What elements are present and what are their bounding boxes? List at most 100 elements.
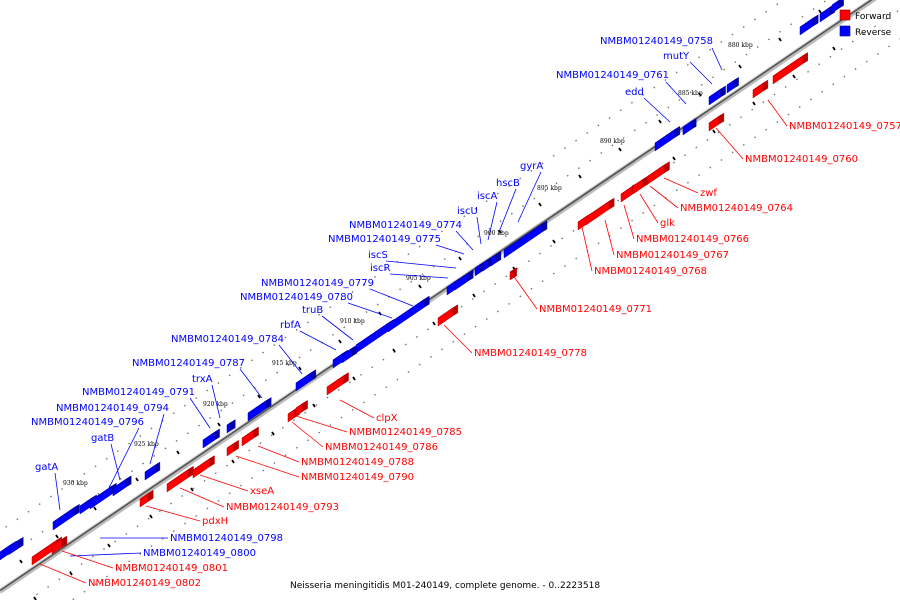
forward-gene[interactable]: [708, 112, 725, 132]
track-tick-mark: [352, 376, 356, 381]
reverse-gene-label[interactable]: NMBM01240149_0791: [82, 387, 195, 398]
reverse-gene-label[interactable]: gyrA: [520, 161, 543, 172]
reverse-gene-label[interactable]: NMBM01240149_0779: [261, 278, 374, 289]
reverse-gene-label[interactable]: gatB: [91, 433, 114, 444]
forward-gene-label[interactable]: NMBM01240149_0778: [474, 348, 587, 359]
forward-gene[interactable]: [295, 400, 308, 417]
reverse-gene-label[interactable]: iscA: [477, 191, 497, 202]
forward-gene-label[interactable]: NMBM01240149_0802: [88, 578, 201, 589]
kbp-tick-label: 925 kbp: [134, 441, 159, 448]
leader-line: [211, 384, 221, 419]
reverse-gene[interactable]: [89, 483, 117, 510]
forward-gene-label[interactable]: clpX: [376, 413, 398, 424]
reverse-gene[interactable]: [341, 344, 358, 364]
reverse-gene[interactable]: [708, 85, 726, 106]
reverse-gene-label[interactable]: NMBM01240149_0787: [132, 358, 245, 369]
reverse-gene-label[interactable]: iscR: [370, 263, 390, 274]
forward-gene[interactable]: [226, 440, 239, 457]
reverse-gene[interactable]: [831, 0, 844, 14]
reverse-gene-label[interactable]: NMBM01240149_0794: [56, 403, 169, 414]
forward-gene[interactable]: [509, 267, 517, 281]
leader-line: [291, 421, 324, 448]
forward-gene[interactable]: [326, 372, 349, 396]
reverse-gene[interactable]: [144, 461, 161, 481]
forward-gene[interactable]: [772, 52, 808, 85]
forward-gene-label[interactable]: NMBM01240149_0768: [594, 266, 707, 277]
forward-gene-label[interactable]: NMBM01240149_0801: [115, 563, 228, 574]
reverse-gene-label[interactable]: iscU: [457, 206, 478, 217]
reverse-gene[interactable]: [454, 269, 474, 291]
track-tick-mark: [818, 9, 822, 14]
reverse-gene[interactable]: [247, 397, 272, 422]
reverse-gene-label[interactable]: NMBM01240149_0774: [349, 220, 462, 231]
forward-gene[interactable]: [437, 304, 459, 327]
forward-gene[interactable]: [632, 175, 649, 195]
forward-gene-label[interactable]: NMBM01240149_0793: [226, 502, 339, 513]
leader-line: [199, 474, 249, 492]
track-tick-mark: [257, 394, 261, 399]
reverse-gene[interactable]: [726, 77, 739, 94]
leader-line: [639, 193, 659, 224]
leader-line: [149, 413, 165, 465]
kbp-tick-label: 885 kbp: [678, 90, 703, 97]
leader-line: [347, 302, 393, 319]
reverse-gene[interactable]: [490, 251, 502, 267]
forward-gene[interactable]: [139, 490, 154, 508]
forward-gene[interactable]: [241, 426, 259, 447]
forward-gene[interactable]: [192, 455, 215, 479]
reverse-gene[interactable]: [112, 475, 132, 497]
reverse-gene[interactable]: [387, 295, 430, 333]
reverse-gene-label[interactable]: gatA: [35, 462, 58, 473]
forward-gene-label[interactable]: NMBM01240149_0788: [301, 457, 414, 468]
reverse-gene[interactable]: [295, 369, 317, 392]
reverse-gene[interactable]: [52, 504, 80, 531]
reverse-gene-label[interactable]: NMBM01240149_0796: [31, 417, 144, 428]
reverse-gene-label[interactable]: NMBM01240149_0761: [556, 70, 669, 81]
reverse-gene-label[interactable]: rbfA: [280, 320, 301, 331]
forward-gene[interactable]: [585, 197, 615, 226]
forward-gene-label[interactable]: pdxH: [202, 516, 228, 527]
forward-gene-label[interactable]: NMBM01240149_0767: [616, 250, 729, 261]
forward-gene-label[interactable]: NMBM01240149_0760: [745, 154, 858, 165]
reverse-gene-label[interactable]: mutY: [663, 51, 690, 62]
forward-gene[interactable]: [752, 79, 769, 99]
reverse-gene[interactable]: [682, 118, 697, 136]
reverse-gene[interactable]: [226, 419, 236, 434]
reverse-gene[interactable]: [355, 319, 395, 354]
reverse-gene-label[interactable]: iscS: [368, 250, 388, 261]
forward-gene-label[interactable]: glk: [660, 218, 675, 229]
forward-gene-label[interactable]: xseA: [250, 486, 274, 497]
forward-gene[interactable]: [51, 535, 68, 555]
reverse-gene-label[interactable]: NMBM01240149_0780: [240, 292, 353, 303]
reverse-gene[interactable]: [654, 126, 681, 152]
forward-gene-label[interactable]: NMBM01240149_0771: [539, 304, 652, 315]
reverse-gene[interactable]: [503, 220, 548, 259]
forward-gene-label[interactable]: zwf: [700, 188, 717, 199]
reverse-gene[interactable]: [9, 537, 24, 555]
reverse-gene-label[interactable]: trxA: [192, 374, 213, 385]
reverse-gene-label[interactable]: NMBM01240149_0775: [328, 234, 441, 245]
forward-gene[interactable]: [31, 536, 62, 566]
leader-line: [663, 177, 699, 194]
reverse-gene-label[interactable]: hscB: [496, 178, 520, 189]
forward-gene[interactable]: [647, 161, 670, 185]
reverse-gene[interactable]: [202, 428, 220, 449]
reverse-gene-label[interactable]: NMBM01240149_0800: [143, 548, 256, 559]
reverse-gene-label[interactable]: NMBM01240149_0784: [171, 334, 284, 345]
forward-gene-label[interactable]: NMBM01240149_0785: [349, 427, 462, 438]
reverse-gene-label[interactable]: edd: [625, 87, 644, 98]
forward-gene-label[interactable]: NMBM01240149_0764: [680, 203, 793, 214]
forward-gene-label[interactable]: NMBM01240149_0757: [789, 121, 900, 132]
track-tick-mark: [298, 366, 302, 371]
reverse-gene-label[interactable]: NMBM01240149_0758: [600, 36, 713, 47]
reverse-gene-label[interactable]: NMBM01240149_0798: [170, 533, 283, 544]
forward-gene-label[interactable]: NMBM01240149_0786: [325, 442, 438, 453]
reverse-gene-label[interactable]: truB: [302, 305, 323, 316]
forward-gene-label[interactable]: NMBM01240149_0766: [636, 234, 749, 245]
reverse-gene[interactable]: [799, 14, 819, 36]
track-tick-mark: [93, 506, 97, 511]
forward-gene[interactable]: [166, 466, 194, 493]
forward-gene-label[interactable]: NMBM01240149_0790: [301, 472, 414, 483]
